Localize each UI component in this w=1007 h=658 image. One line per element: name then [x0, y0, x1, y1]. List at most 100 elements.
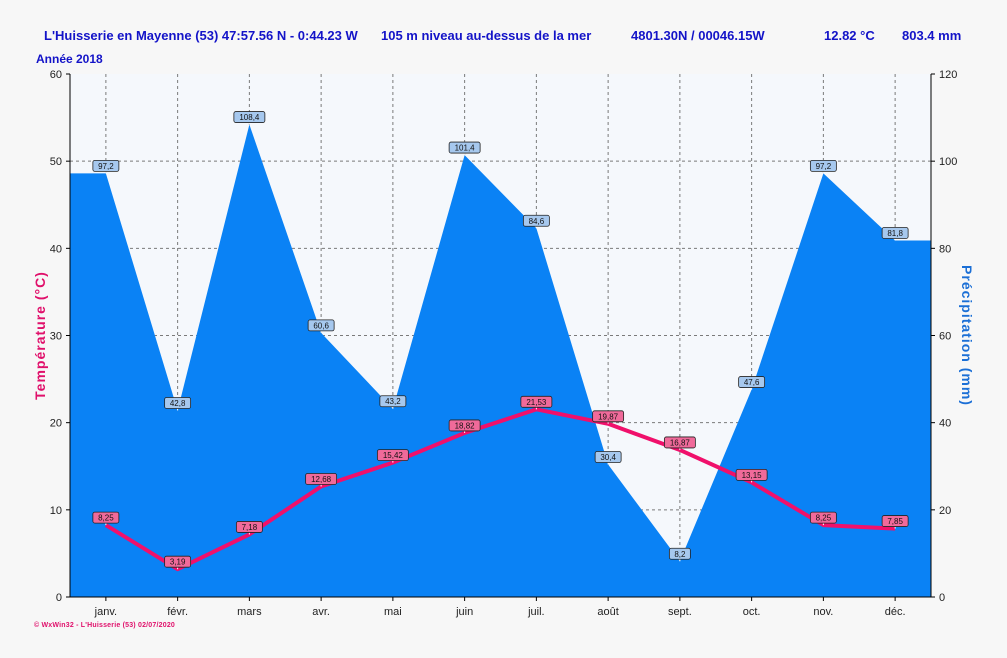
y-right-tick-label: 20: [939, 505, 951, 517]
x-tick-label: déc.: [885, 606, 906, 618]
data-label-box: [164, 555, 192, 568]
data-label-box: [881, 515, 909, 527]
x-tick-label: juil.: [527, 606, 545, 618]
axes: 0 10 20 30 40 50 60 0 20 40 60 80 100 120 janv. févr. ma…: [50, 69, 958, 618]
data-label-box: [92, 511, 120, 524]
data-label-text: 8,25: [816, 514, 832, 523]
data-label-box: [235, 521, 263, 533]
temp-data-label: 7,18: [235, 521, 263, 535]
data-label-text: 7,18: [242, 523, 258, 532]
data-label-box: [809, 511, 837, 524]
x-tick-label: mars: [237, 606, 262, 618]
temp-data-label: 8,25: [92, 511, 120, 526]
station-grid-ref: 4801.30N / 00046.15W: [631, 28, 765, 43]
data-label-text: 108,4: [239, 113, 260, 122]
x-tick-label: févr.: [167, 606, 188, 618]
data-label-box: [448, 141, 481, 154]
temp-data-label: 7,85: [881, 515, 909, 529]
temp-data-label: 13,15: [735, 468, 768, 483]
data-label-text: 8,25: [98, 514, 114, 523]
data-label-box: [379, 395, 407, 408]
data-label-box: [663, 436, 696, 449]
y-left-tick-label: 10: [50, 505, 62, 517]
data-label-box: [809, 159, 837, 172]
x-tick-label: sept.: [668, 606, 692, 618]
data-label-box: [668, 547, 691, 560]
data-label-text: 19,87: [598, 412, 619, 421]
temp-data-label: 8,25: [809, 511, 837, 526]
y-right-tick-label: 0: [939, 592, 945, 604]
data-label-text: 13,15: [742, 471, 763, 480]
data-label-text: 101,4: [455, 144, 476, 153]
data-label-box: [520, 395, 553, 408]
footer-credit: © WxWin32 - L'Huisserie (53) 02/07/2020: [34, 622, 176, 629]
data-labels: 97,2 42,8 108,4 60,6 43,2 101,4 84,6 30,4 8,2 47,…: [92, 111, 909, 570]
data-label-box: [592, 410, 625, 423]
data-label-box: [735, 468, 768, 481]
data-label-box: [738, 376, 766, 388]
data-label-box: [307, 319, 335, 332]
data-label-text: 47,6: [744, 378, 760, 387]
y-right-axis-title: Précipitation (mm): [959, 265, 975, 406]
chart-header: L'Huisserie en Mayenne (53) 47:57.56 N -…: [0, 28, 1007, 46]
y-left-tick-label: 0: [56, 592, 62, 604]
y-right-tick-label: 40: [939, 418, 951, 430]
temp-data-label: 19,87: [592, 410, 625, 424]
precip-data-label: 42,8: [164, 397, 192, 411]
temp-data-label: 16,87: [663, 436, 696, 450]
y-right-tick-label: 120: [939, 69, 957, 81]
precipitation-area: [70, 124, 931, 597]
y-left-axis-title: Température (°C): [32, 271, 48, 400]
temp-data-label: 21,53: [520, 395, 553, 410]
data-label-box: [522, 214, 550, 227]
data-label-box: [233, 111, 266, 123]
x-tick-label: avr.: [312, 606, 330, 618]
data-label-text: 16,87: [670, 438, 691, 447]
precip-data-label: 81,8: [881, 227, 909, 241]
x-tick-label: nov.: [813, 606, 833, 618]
data-label-text: 30,4: [600, 453, 616, 462]
station-location: L'Huisserie en Mayenne (53) 47:57.56 N -…: [44, 28, 358, 43]
y-left-tick-label: 30: [50, 331, 62, 343]
data-label-box: [594, 451, 622, 463]
precip-data-label: 97,2: [809, 159, 837, 174]
data-label-box: [164, 397, 192, 409]
y-left-tick-label: 20: [50, 418, 62, 430]
temp-data-label: 12,68: [305, 473, 338, 487]
average-temperature: 12.82 °C: [824, 28, 875, 43]
data-label-text: 60,6: [313, 321, 329, 330]
data-label-text: 8,2: [674, 550, 686, 559]
x-tick-label: août: [597, 606, 618, 618]
data-label-text: 21,53: [526, 398, 547, 407]
data-label-text: 12,68: [311, 475, 332, 484]
y-right-tick-label: 60: [939, 331, 951, 343]
temperature-line: [104, 407, 896, 572]
y-left-tick-label: 60: [50, 69, 62, 81]
y-left-tick-label: 40: [50, 243, 62, 255]
data-label-text: 43,2: [385, 397, 401, 406]
data-label-text: 42,8: [170, 399, 186, 408]
precip-data-label: 84,6: [522, 214, 550, 229]
data-label-box: [92, 159, 120, 172]
y-right-tick-label: 80: [939, 243, 951, 255]
precip-data-label: 47,6: [738, 376, 766, 390]
data-label-text: 97,2: [816, 162, 832, 171]
precip-data-label: 101,4: [448, 141, 481, 156]
data-label-text: 3,19: [170, 558, 186, 567]
x-tick-label: janv.: [94, 606, 117, 618]
temp-data-label: 3,19: [164, 555, 192, 570]
data-label-box: [881, 227, 909, 239]
data-label-box: [305, 473, 338, 485]
total-precipitation: 803.4 mm: [902, 28, 962, 43]
precip-data-label: 108,4: [233, 111, 266, 125]
precip-data-label: 8,2: [668, 547, 691, 562]
x-tick-label: oct.: [743, 606, 761, 618]
precip-data-label: 43,2: [379, 395, 407, 409]
precip-data-label: 60,6: [307, 319, 335, 333]
x-tick-label: mai: [384, 606, 402, 618]
chart-subtitle: Année 2018: [36, 52, 103, 66]
data-label-text: 81,8: [887, 229, 903, 238]
data-label-text: 7,85: [887, 517, 903, 526]
y-left-tick-label: 50: [50, 156, 62, 168]
